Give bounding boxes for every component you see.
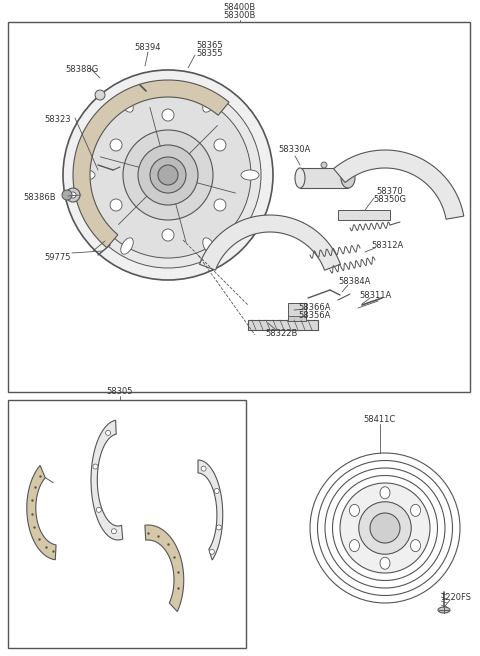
Bar (338, 210, 390, 220)
Text: 58322B: 58322B (266, 329, 298, 337)
Bar (288, 303, 306, 321)
Circle shape (70, 192, 76, 198)
Ellipse shape (341, 168, 355, 188)
Circle shape (93, 464, 98, 469)
Text: 58370: 58370 (377, 188, 403, 197)
Text: 58305: 58305 (107, 388, 133, 396)
Circle shape (110, 139, 122, 151)
Circle shape (162, 109, 174, 121)
Circle shape (62, 190, 72, 200)
Circle shape (75, 82, 261, 268)
Polygon shape (73, 80, 229, 248)
Text: 58384A: 58384A (339, 277, 371, 287)
Text: 58300B: 58300B (224, 12, 256, 20)
Polygon shape (145, 525, 184, 611)
Polygon shape (334, 150, 464, 219)
Circle shape (106, 430, 110, 436)
Ellipse shape (410, 504, 420, 516)
Circle shape (63, 70, 273, 280)
Circle shape (209, 549, 215, 554)
Circle shape (110, 199, 122, 211)
Bar (248, 320, 318, 330)
Polygon shape (91, 420, 123, 540)
Ellipse shape (203, 238, 215, 254)
Circle shape (123, 130, 213, 220)
Circle shape (95, 90, 105, 100)
Circle shape (162, 229, 174, 241)
Text: 1220FS: 1220FS (441, 592, 471, 602)
Circle shape (96, 507, 101, 512)
Circle shape (216, 525, 221, 530)
Circle shape (85, 92, 251, 258)
Circle shape (214, 139, 226, 151)
Circle shape (340, 483, 430, 573)
Circle shape (150, 157, 186, 193)
Circle shape (111, 529, 117, 534)
Ellipse shape (349, 540, 360, 552)
Text: 58411C: 58411C (364, 415, 396, 424)
Bar (288, 316, 306, 321)
Ellipse shape (295, 168, 305, 188)
Text: 58388G: 58388G (65, 66, 98, 75)
Text: 59775: 59775 (45, 253, 71, 262)
Ellipse shape (121, 96, 133, 112)
Ellipse shape (380, 557, 390, 569)
Polygon shape (27, 465, 56, 560)
Text: 58386B: 58386B (24, 194, 56, 203)
Text: 58365: 58365 (197, 41, 223, 49)
Circle shape (214, 489, 219, 493)
Circle shape (214, 199, 226, 211)
Circle shape (201, 466, 206, 471)
Text: 58350G: 58350G (373, 195, 407, 205)
Circle shape (370, 513, 400, 543)
Ellipse shape (380, 487, 390, 499)
Ellipse shape (77, 170, 95, 180)
Circle shape (321, 162, 327, 168)
Circle shape (138, 145, 198, 205)
Circle shape (158, 165, 178, 185)
Ellipse shape (203, 96, 215, 112)
Ellipse shape (121, 238, 133, 254)
Polygon shape (198, 460, 223, 560)
Circle shape (66, 188, 80, 202)
Bar (8, 22, 470, 392)
Text: 58356A: 58356A (299, 310, 331, 319)
Text: 58311A: 58311A (360, 291, 392, 300)
Ellipse shape (410, 540, 420, 552)
Text: 58394: 58394 (135, 43, 161, 52)
Bar (8, 400, 246, 648)
Ellipse shape (241, 170, 259, 180)
Polygon shape (200, 215, 340, 270)
Text: 58400B: 58400B (224, 3, 256, 12)
Bar (300, 168, 348, 188)
Text: 58355: 58355 (197, 49, 223, 58)
Text: 58323: 58323 (45, 115, 72, 125)
Ellipse shape (349, 504, 360, 516)
Text: 58366A: 58366A (299, 302, 331, 312)
Circle shape (359, 502, 411, 554)
Text: 58330A: 58330A (279, 146, 311, 155)
Text: 58312A: 58312A (372, 241, 404, 249)
Ellipse shape (438, 607, 450, 613)
